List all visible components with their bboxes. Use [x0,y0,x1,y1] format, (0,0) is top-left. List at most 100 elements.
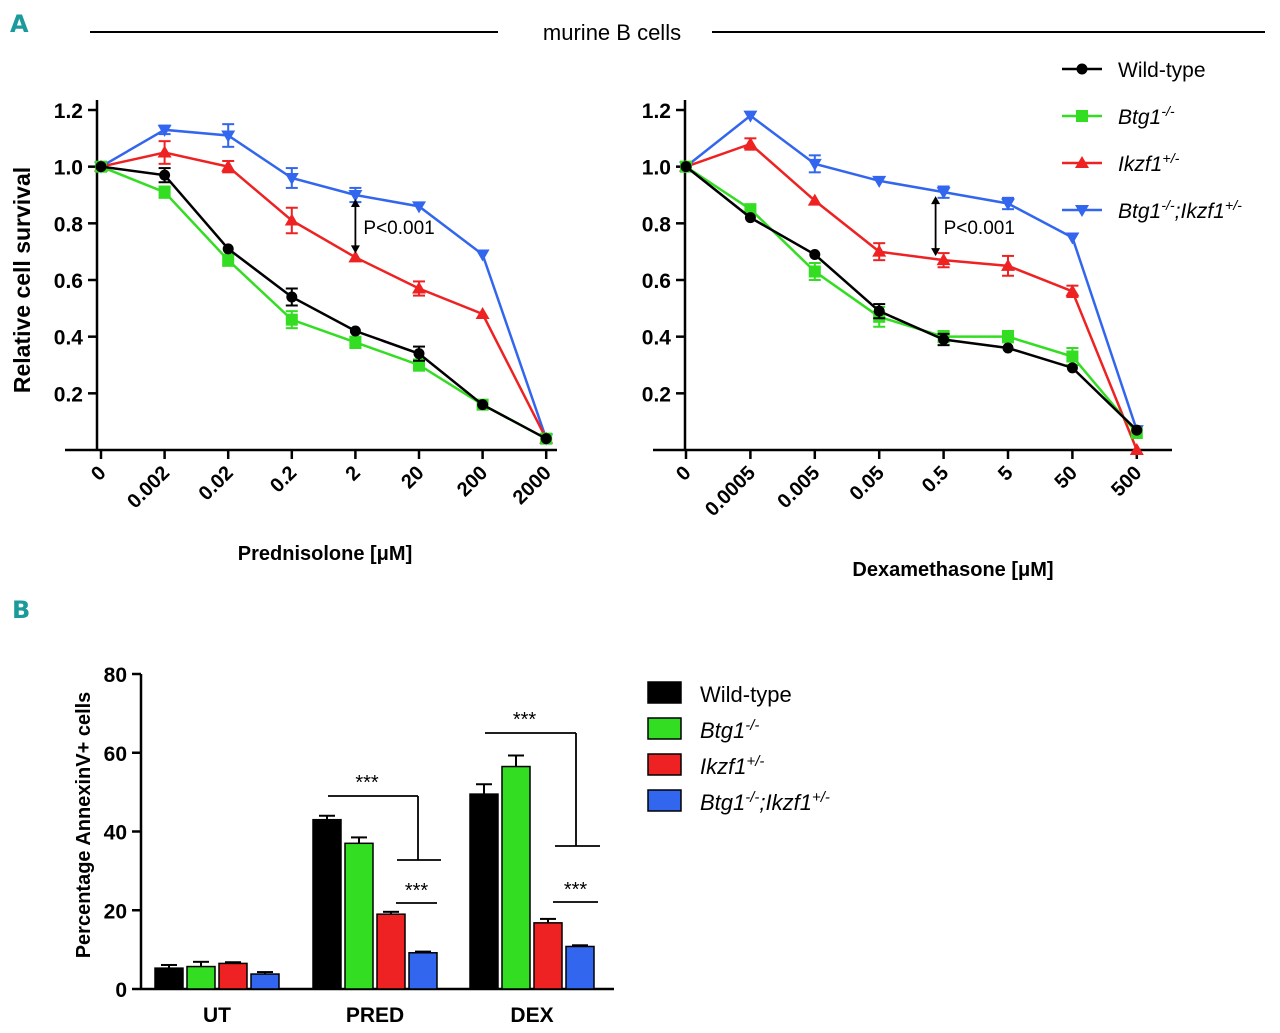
prednisolone-x-tick-label: 0 [87,462,110,485]
prednisolone-wildtype-point [413,348,425,360]
dexamethasone-y-tick-label: 0.6 [642,270,671,293]
legend-label: Btg1-/- [1118,104,1175,129]
prednisolone-ikzf1-point [348,250,363,263]
legend-main: Btg1 [1118,200,1161,223]
annexin-y-axis-title: Percentage AnnexinV+ cells [73,692,95,959]
prednisolone-btg1-point [222,254,235,267]
annexin-y-tick-label: 60 [104,743,127,766]
prednisolone-arrow-head-down [350,245,360,254]
legend-sup: -/- [745,789,759,806]
prednisolone-wildtype-point [95,161,107,173]
legend-sup: -/- [745,717,759,734]
prednisolone-y-tick-label: 1.0 [54,157,83,180]
annexin-y-tick-label: 80 [104,664,127,687]
dexamethasone-ikzf1-point [872,244,887,257]
legend-main: Wild-type [1118,59,1206,82]
prednisolone-x-tick-label: 0.02 [195,462,238,505]
dexamethasone-ikzf1-point [936,253,951,266]
prednisolone-double-point [221,130,236,143]
prednisolone-btg1-point [158,186,171,199]
legend-main: Ikzf1 [700,754,746,779]
prednisolone-wildtype-point [540,433,552,445]
legend-main: Btg1 [700,718,745,743]
dexamethasone-y-tick-label: 0.2 [642,383,671,406]
prednisolone-y-tick-label: 0.6 [54,270,83,293]
prednisolone-arrow-head-up [350,199,360,207]
dexamethasone-x-tick-label: 0.005 [773,462,824,513]
prednisolone-ikzf1-point [475,307,490,319]
prednisolone-ikzf1-point [412,281,426,294]
prednisolone-ikzf1-point [284,213,299,226]
legend-b-double-swatch [647,789,682,812]
dexamethasone-arrow-head-down [931,248,941,257]
prednisolone-double-point [348,190,363,202]
legend-sup: -/- [1161,104,1175,120]
dexamethasone-x-tick-label: 0.5 [918,462,953,497]
annexin-bar-wildtype-ut [154,967,184,990]
prednisolone-x-tick-label: 200 [453,462,492,501]
significance-label: *** [405,880,429,902]
prednisolone-chart: Relative cell survival Prednisolone [μM]… [9,100,557,565]
annexin-bar-double-ut [250,973,280,990]
prednisolone-x-tick-label: 0.002 [123,462,174,513]
prednisolone-wildtype-point [159,169,171,181]
prednisolone-y-tick-label: 0.2 [54,383,83,406]
annexin-y-tick-label: 0 [115,979,127,1002]
dexamethasone-x-tick-label: 0.05 [846,462,889,505]
pred-x-axis-title: Prednisolone [μM] [238,543,412,565]
prednisolone-wildtype-point [222,243,234,255]
legend-main: Btg1 [700,790,745,815]
dexamethasone-wildtype-point [809,249,821,260]
legend-b-wildtype-swatch [647,681,682,704]
legend-b-btg1-swatch [647,717,682,740]
legend-label: Btg1-/- [700,717,759,744]
dexamethasone-btg1-point [1066,350,1079,363]
legend-sup: -/- [1161,198,1175,214]
legend-btg1-marker [1076,110,1088,122]
prednisolone-btg1-line [100,165,547,440]
prednisolone-double-point [475,249,490,262]
prednisolone-y-tick-label: 0.4 [54,327,84,350]
dexamethasone-wildtype-point [938,334,950,345]
annexin-bar-double-dex [565,945,595,990]
dexamethasone-btg1-line [685,165,1138,434]
legend-sup2: +/- [812,789,830,806]
legend-mid: ;Ikzf1 [1175,200,1225,223]
significance-label: *** [564,879,588,901]
prednisolone-x-tick-label: 20 [397,462,428,493]
dexamethasone-wildtype-point [873,305,885,317]
dexamethasone-x-tick-label: 0.0005 [701,462,760,521]
significance-label: *** [355,772,379,794]
dexamethasone-wildtype-point [1066,362,1078,374]
dexamethasone-pvalue-label: P<0.001 [944,218,1015,239]
legend-main: Ikzf1 [1118,153,1162,176]
dexamethasone-wildtype-point [680,161,692,173]
prednisolone-ikzf1-point [157,145,172,158]
legend-wildtype-marker [1076,63,1088,75]
panel-b-label: B [12,596,30,624]
prednisolone-wildtype-line [100,165,547,440]
dexamethasone-double-point [807,158,822,171]
significance-label: *** [513,709,537,731]
dexamethasone-y-tick-label: 0.4 [642,327,672,350]
prednisolone-double-point [284,173,299,185]
dexamethasone-btg1-point [744,203,757,216]
dexamethasone-ikzf1-point [1001,258,1015,271]
dexamethasone-ikzf1-point [1065,284,1080,297]
dexamethasone-double-point [1001,198,1015,211]
prednisolone-btg1-point [285,313,298,326]
prednisolone-y-tick-label: 0.8 [54,213,84,236]
dexamethasone-btg1-point [1002,330,1014,343]
prednisolone-x-tick-label: 2000 [509,462,556,509]
legend-sup: +/- [746,753,764,770]
legend-sup: +/- [1162,151,1179,167]
dexamethasone-double-line [685,114,1138,431]
pred-y-axis-title: Relative cell survival [9,167,35,393]
legend-label: Btg1-/-;Ikzf1+/- [700,789,830,816]
dexamethasone-y-tick-label: 1.0 [642,157,671,180]
dexamethasone-chart: Dexamethasone [μM] 0.2 0.4 0.6 0.8 1.0 1.2 0 0.… [642,100,1172,581]
prednisolone-btg1-point [349,336,362,349]
